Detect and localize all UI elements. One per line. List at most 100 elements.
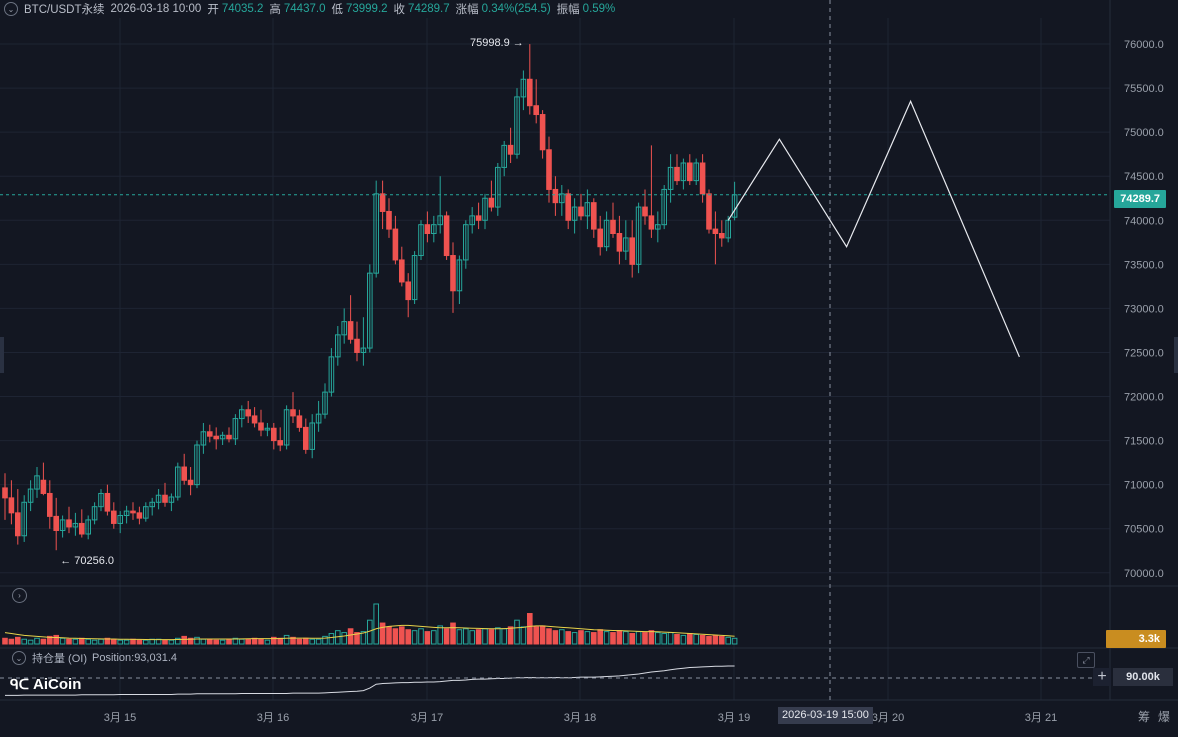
time-label: 3月 17: [410, 712, 444, 724]
candle-body: [277, 440, 283, 446]
candle-body: [565, 193, 572, 221]
volume-bar: [450, 622, 456, 645]
time-label: 3月 15: [103, 712, 137, 724]
candle-body: [143, 506, 149, 519]
volume-bar: [47, 635, 53, 645]
candle-body: [219, 434, 226, 440]
candle-body: [418, 224, 424, 257]
candle-body: [322, 391, 328, 415]
volume-bar: [699, 634, 706, 645]
volume-bar: [418, 628, 424, 645]
candle-body: [399, 259, 405, 283]
volume-bar: [591, 632, 597, 645]
volume-bar: [475, 629, 482, 645]
candle-body: [155, 494, 162, 503]
volume-bar: [578, 630, 584, 645]
volume-bar: [130, 638, 136, 645]
candle-body: [283, 409, 290, 446]
open-interest-series: [5, 665, 735, 696]
candle-body: [603, 219, 610, 248]
volume-series: [2, 603, 738, 645]
open-label: 开: [207, 4, 219, 16]
candle-body: [520, 78, 527, 98]
volume-bar: [258, 638, 264, 645]
volume-bar: [482, 628, 488, 645]
candle-body: [91, 506, 98, 521]
volume-bar: [680, 634, 687, 645]
candle-body: [405, 281, 411, 301]
volume-bar: [667, 632, 674, 645]
candle-body: [47, 492, 53, 517]
time-label: 3月 19: [717, 712, 751, 724]
volume-bar: [168, 639, 175, 645]
projection-path: [727, 99, 1020, 358]
right-panel-handle[interactable]: [1174, 337, 1178, 373]
candle-body: [578, 206, 584, 217]
volume-bar: [687, 633, 693, 645]
price-tick-label: 71000.0: [1124, 480, 1164, 492]
aicoin-logo: ᑫᑕ AiCoin: [10, 676, 81, 693]
left-panel-handle[interactable]: [0, 337, 4, 373]
candle-body: [72, 522, 79, 528]
candle-body: [655, 224, 661, 230]
volume-bar: [296, 638, 303, 645]
change-value: 0.34%(254.5): [481, 3, 551, 15]
ohlc-legend: ⌄ BTC/USDT永续 2026-03-18 10:00 开 74035.2 …: [0, 0, 1110, 18]
change-label: 涨幅: [455, 4, 479, 16]
expand-icon[interactable]: ⤢: [1077, 652, 1095, 668]
symbol-name[interactable]: BTC/USDT永续: [24, 4, 105, 16]
candle-body: [149, 501, 155, 508]
candle-body: [386, 210, 392, 230]
candle-body: [271, 427, 277, 442]
volume-bar: [72, 638, 79, 645]
candle-body: [194, 444, 200, 486]
candle-body: [616, 233, 623, 252]
volume-bar: [559, 629, 565, 645]
add-indicator-button[interactable]: +: [1093, 668, 1111, 686]
chevron-down-icon[interactable]: ⌄: [12, 651, 26, 665]
price-tick-label: 73500.0: [1124, 259, 1164, 271]
chevron-right-icon[interactable]: ›: [12, 588, 27, 603]
candle-body: [136, 512, 143, 519]
liquidation-toggle[interactable]: 爆: [1158, 710, 1171, 724]
chevron-down-icon[interactable]: ⌄: [4, 2, 18, 16]
volume-bar: [706, 635, 712, 645]
volume-bar: [725, 636, 732, 645]
candle-body: [21, 501, 27, 537]
volume-bar: [520, 626, 527, 645]
candle-body: [559, 193, 565, 204]
candlestick-series: [2, 44, 738, 551]
candle-body: [290, 409, 296, 417]
candle-body: [130, 510, 136, 514]
candle-body: [450, 255, 456, 292]
volume-bar: [731, 637, 738, 645]
price-tick-label: 72500.0: [1124, 347, 1164, 359]
candle-body: [680, 162, 687, 182]
price-tick-label: 70000.0: [1124, 568, 1164, 580]
high-value: 74437.0: [283, 3, 326, 15]
candle-body: [495, 166, 501, 208]
volume-bar: [2, 637, 8, 645]
volume-bar: [693, 633, 700, 645]
volume-bar: [187, 637, 194, 645]
low-value: 73999.2: [345, 3, 388, 15]
candle-body: [437, 215, 443, 226]
price-tick-label: 74000.0: [1124, 215, 1164, 227]
volume-bar: [719, 635, 725, 645]
volume-bar: [271, 636, 277, 645]
candle-body: [571, 206, 578, 221]
volume-bar: [219, 639, 226, 645]
candle-body: [303, 426, 309, 450]
current-price-tag: 74289.7: [1114, 190, 1166, 208]
volume-bar: [661, 633, 668, 645]
volume-bar: [597, 629, 604, 645]
candle-body: [687, 162, 693, 182]
volume-bar: [162, 639, 168, 645]
volume-bar: [322, 635, 328, 645]
volume-bar: [539, 625, 546, 645]
candle-body: [53, 515, 60, 531]
volume-bar: [533, 626, 540, 645]
chip-distribution-toggle[interactable]: 筹: [1138, 710, 1151, 724]
